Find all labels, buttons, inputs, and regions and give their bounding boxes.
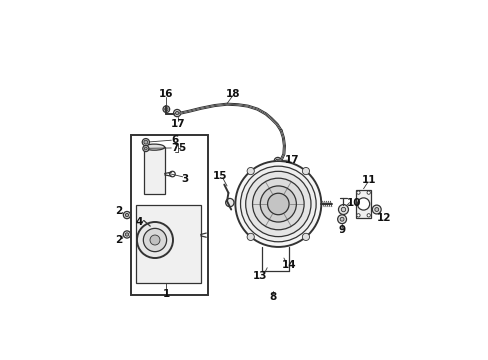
Text: 15: 15 <box>212 171 227 181</box>
Circle shape <box>356 214 359 217</box>
Circle shape <box>164 108 168 111</box>
Circle shape <box>143 228 166 252</box>
Circle shape <box>235 161 321 247</box>
Circle shape <box>245 171 310 237</box>
Text: 17: 17 <box>170 118 184 129</box>
Circle shape <box>302 167 309 175</box>
Circle shape <box>175 111 179 115</box>
Circle shape <box>260 186 296 222</box>
Text: 16: 16 <box>159 90 173 99</box>
Circle shape <box>340 217 344 221</box>
Bar <box>355 190 370 218</box>
Circle shape <box>123 211 130 219</box>
Circle shape <box>173 109 181 117</box>
Text: 6: 6 <box>171 135 178 145</box>
Circle shape <box>338 204 348 215</box>
Circle shape <box>274 157 281 165</box>
Circle shape <box>150 235 160 245</box>
Circle shape <box>142 145 148 152</box>
Text: 3: 3 <box>181 174 188 184</box>
Bar <box>135 205 200 283</box>
Text: 9: 9 <box>338 225 345 235</box>
Circle shape <box>240 166 316 242</box>
Circle shape <box>337 215 346 224</box>
Text: 4: 4 <box>135 217 142 227</box>
Circle shape <box>225 198 233 207</box>
Circle shape <box>357 198 369 210</box>
Text: 17: 17 <box>284 155 298 165</box>
Circle shape <box>267 193 288 215</box>
Circle shape <box>137 222 173 258</box>
Circle shape <box>246 233 254 240</box>
Text: 2: 2 <box>115 206 122 216</box>
Text: 7: 7 <box>171 143 178 153</box>
Text: 5: 5 <box>178 143 185 153</box>
Text: 10: 10 <box>346 198 361 208</box>
Text: 12: 12 <box>376 213 390 223</box>
Circle shape <box>143 140 147 144</box>
Circle shape <box>366 214 369 217</box>
Circle shape <box>123 231 130 238</box>
Circle shape <box>341 207 345 212</box>
Circle shape <box>246 167 254 175</box>
Circle shape <box>144 147 147 150</box>
Bar <box>143 147 164 194</box>
Circle shape <box>371 205 380 214</box>
Text: 11: 11 <box>361 175 376 185</box>
Text: 1: 1 <box>162 289 169 299</box>
Text: 18: 18 <box>225 89 239 99</box>
Text: 8: 8 <box>268 292 276 302</box>
Circle shape <box>366 191 369 194</box>
Circle shape <box>276 159 279 163</box>
Text: 2: 2 <box>115 235 122 245</box>
Ellipse shape <box>143 144 164 150</box>
Circle shape <box>125 233 128 236</box>
Circle shape <box>356 191 359 194</box>
Circle shape <box>374 208 378 211</box>
Circle shape <box>252 178 304 230</box>
Circle shape <box>163 106 169 112</box>
Text: 13: 13 <box>253 271 267 281</box>
Circle shape <box>302 233 309 240</box>
Bar <box>131 135 207 296</box>
Text: 14: 14 <box>282 260 296 270</box>
Circle shape <box>142 139 149 146</box>
Circle shape <box>125 213 128 217</box>
